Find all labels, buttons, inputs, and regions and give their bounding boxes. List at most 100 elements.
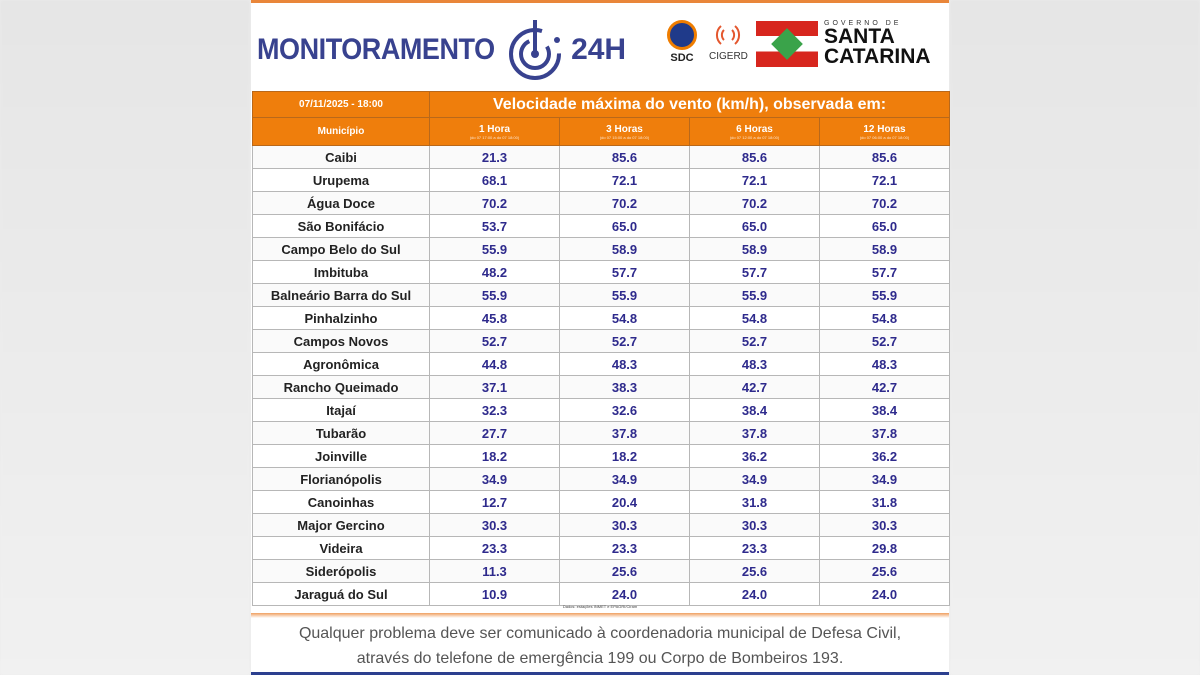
table-row: Rancho Queimado 37.1 38.3 42.7 42.7	[252, 375, 951, 399]
table-row: Tubarão 27.7 37.8 37.8 37.8	[252, 421, 951, 445]
bottom-blue-bar	[251, 672, 949, 675]
sdc-logo: SDC	[667, 20, 697, 64]
wind-value: 36.2	[689, 444, 820, 468]
wind-report-card: MONITORAMENTO 24H SDC CIGERD GOVERNO DE …	[251, 0, 951, 675]
col-3h: 3 Horas (do 07 15:00 a do 07 18:00)	[559, 117, 690, 146]
wind-value: 48.3	[559, 352, 690, 376]
wind-value: 45.8	[429, 306, 560, 330]
sdc-label: SDC	[670, 52, 694, 64]
table-row: Joinville 18.2 18.2 36.2 36.2	[252, 444, 951, 468]
wind-value: 85.6	[689, 145, 820, 169]
blurred-background-right	[950, 0, 1200, 675]
municipio-name: Água Doce	[252, 191, 430, 215]
col-municipio: Município	[252, 117, 430, 146]
wind-value: 42.7	[689, 375, 820, 399]
wind-value: 10.9	[429, 582, 560, 606]
wind-value: 18.2	[429, 444, 560, 468]
wind-value: 44.8	[429, 352, 560, 376]
municipio-name: Agronômica	[252, 352, 430, 376]
table-row: Campos Novos 52.7 52.7 52.7 52.7	[252, 329, 951, 353]
table-row: São Bonifácio 53.7 65.0 65.0 65.0	[252, 214, 951, 238]
footer-notice: Qualquer problema deve ser comunicado à …	[251, 621, 949, 671]
wind-value: 55.9	[429, 237, 560, 261]
table-row: Campo Belo do Sul 55.9 58.9 58.9 58.9	[252, 237, 951, 261]
col-12h: 12 Horas (do 07 06:00 a do 07 18:00)	[818, 117, 951, 146]
wind-value: 36.2	[818, 444, 951, 468]
wind-value: 65.0	[689, 214, 820, 238]
table-row: Jaraguá do Sul 10.9 24.0 24.0 24.0	[252, 582, 951, 606]
wind-value: 53.7	[429, 214, 560, 238]
municipio-name: Imbituba	[252, 260, 430, 284]
brand-suffix: 24H	[571, 33, 627, 66]
wind-value: 57.7	[689, 260, 820, 284]
wind-value: 30.3	[689, 513, 820, 537]
wind-value: 32.3	[429, 398, 560, 422]
municipio-name: São Bonifácio	[252, 214, 430, 238]
wind-value: 58.9	[689, 237, 820, 261]
table-row: Agronômica 44.8 48.3 48.3 48.3	[252, 352, 951, 376]
wind-value: 70.2	[818, 191, 951, 215]
wind-value: 38.4	[689, 398, 820, 422]
municipio-name: Caibi	[252, 145, 430, 169]
wind-value: 31.8	[818, 490, 951, 514]
top-accent-bar	[251, 0, 949, 3]
wind-value: 48.3	[689, 352, 820, 376]
table-row: Siderópolis 11.3 25.6 25.6 25.6	[252, 559, 951, 583]
report-datetime: 07/11/2025 - 18:00	[252, 91, 430, 118]
wind-value: 32.6	[559, 398, 690, 422]
municipio-name: Campos Novos	[252, 329, 430, 353]
wind-value: 30.3	[559, 513, 690, 537]
wind-value: 72.1	[818, 168, 951, 192]
wind-value: 37.8	[818, 421, 951, 445]
wind-value: 85.6	[559, 145, 690, 169]
wind-value: 38.4	[818, 398, 951, 422]
table-row: Balneário Barra do Sul 55.9 55.9 55.9 55.9	[252, 283, 951, 307]
col-1h: 1 Hora (do 07 17:00 a do 07 18:00)	[429, 117, 560, 146]
wind-value: 12.7	[429, 490, 560, 514]
wind-value: 85.6	[818, 145, 951, 169]
cigerd-label: CIGERD	[709, 51, 748, 62]
data-source: Dados: estações INMET e EPAGRI/Ciram	[562, 604, 638, 609]
santa-catarina-logo: GOVERNO DE SANTA CATARINA	[756, 20, 931, 67]
wind-value: 65.0	[559, 214, 690, 238]
col-6h: 6 Horas (do 07 12:00 a do 07 18:00)	[689, 117, 820, 146]
municipio-name: Rancho Queimado	[252, 375, 430, 399]
wind-value: 23.3	[689, 536, 820, 560]
signal-icon	[716, 25, 741, 45]
municipio-name: Florianópolis	[252, 467, 430, 491]
wind-value: 58.9	[818, 237, 951, 261]
wind-value: 68.1	[429, 168, 560, 192]
municipio-name: Tubarão	[252, 421, 430, 445]
wind-value: 54.8	[559, 306, 690, 330]
footer-line2: através do telefone de emergência 199 ou…	[356, 650, 844, 667]
footer-line1: Qualquer problema deve ser comunicado à …	[298, 625, 902, 642]
wind-value: 42.7	[818, 375, 951, 399]
wind-value: 58.9	[559, 237, 690, 261]
wind-value: 23.3	[559, 536, 690, 560]
municipio-name: Balneário Barra do Sul	[252, 283, 430, 307]
wind-value: 23.3	[429, 536, 560, 560]
table-title: Velocidade máxima do vento (km/h), obser…	[428, 91, 951, 118]
municipio-name: Pinhalzinho	[252, 306, 430, 330]
wind-value: 37.8	[689, 421, 820, 445]
wind-value: 24.0	[689, 582, 820, 606]
table-row: Urupema 68.1 72.1 72.1 72.1	[252, 168, 951, 192]
wind-value: 34.9	[818, 467, 951, 491]
wind-value: 52.7	[689, 329, 820, 353]
wind-value: 48.3	[818, 352, 951, 376]
wind-value: 34.9	[429, 467, 560, 491]
table-row: Videira 23.3 23.3 23.3 29.8	[252, 536, 951, 560]
wind-value: 72.1	[689, 168, 820, 192]
wind-value: 52.7	[429, 329, 560, 353]
municipio-name: Joinville	[252, 444, 430, 468]
table-row: Caibi 21.3 85.6 85.6 85.6	[252, 145, 951, 169]
wind-value: 37.1	[429, 375, 560, 399]
sc-flag-icon	[756, 20, 818, 67]
municipio-name: Campo Belo do Sul	[252, 237, 430, 261]
wind-value: 57.7	[559, 260, 690, 284]
table-row: Água Doce 70.2 70.2 70.2 70.2	[252, 191, 951, 215]
wind-value: 65.0	[818, 214, 951, 238]
wind-value: 55.9	[689, 283, 820, 307]
wind-value: 70.2	[689, 191, 820, 215]
wind-value: 30.3	[818, 513, 951, 537]
